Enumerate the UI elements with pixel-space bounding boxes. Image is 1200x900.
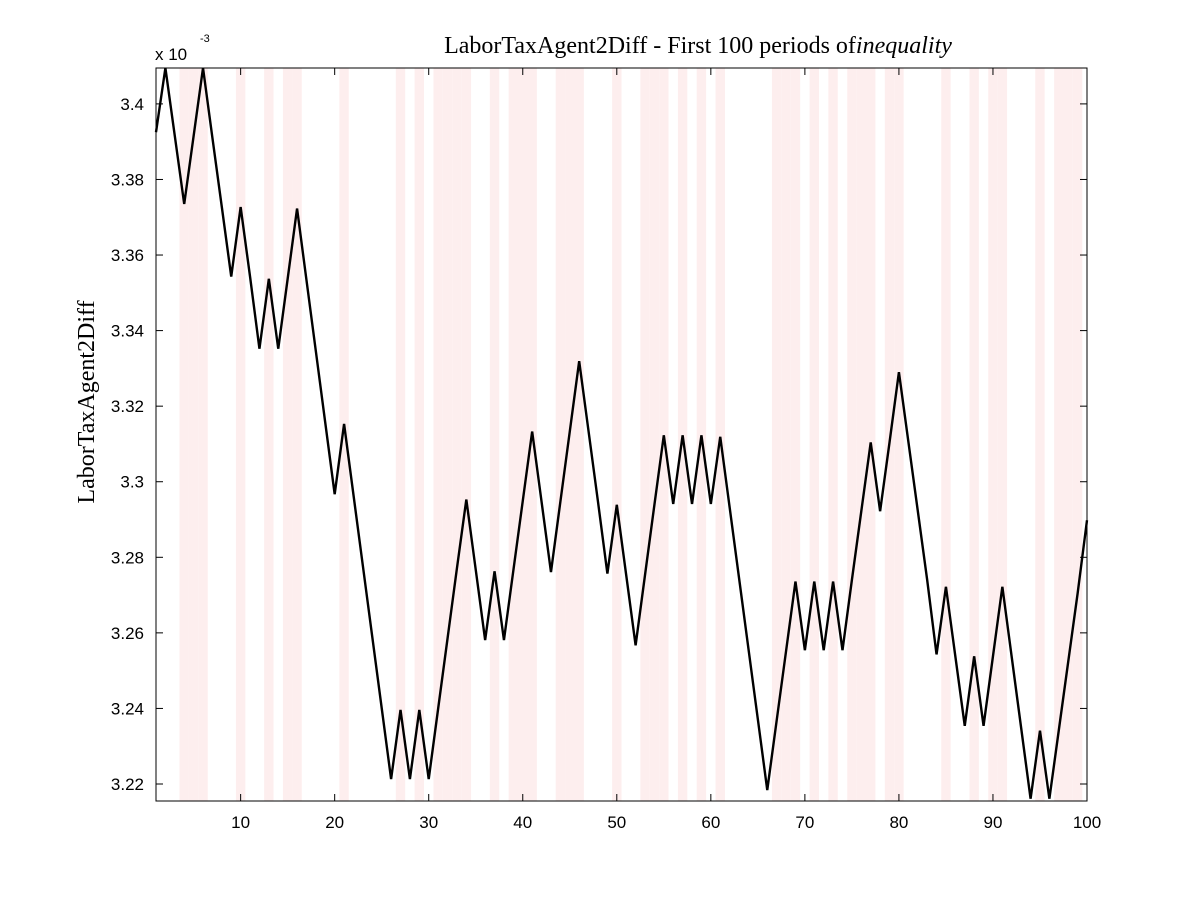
shaded-period-band <box>640 68 650 801</box>
y-multiplier-label: x 10 <box>155 45 187 64</box>
chart-title-main: LaborTaxAgent2Diff - First 100 periods o… <box>444 33 856 59</box>
y-tick-label: 3.4 <box>120 95 144 114</box>
shaded-period-band <box>1035 68 1045 801</box>
shaded-period-band <box>179 68 189 801</box>
x-tick-label: 70 <box>795 813 814 832</box>
shaded-period-band <box>1054 68 1064 801</box>
x-tick-label: 90 <box>983 813 1002 832</box>
shaded-period-band <box>856 68 867 801</box>
y-tick-label: 3.24 <box>111 699 144 718</box>
shaded-period-band <box>264 68 274 801</box>
shaded-period-band <box>659 68 669 801</box>
shaded-period-band <box>282 68 293 801</box>
shaded-period-band <box>461 68 472 801</box>
axis-ticks: 10 20 30 40 50 60 70 80 90 100 3.22 3.24 3.26 3.28 3.3… <box>111 68 1101 832</box>
x-tick-label: 100 <box>1073 813 1101 832</box>
series-line-layer <box>154 67 1089 799</box>
x-tick-label: 50 <box>607 813 626 832</box>
series-line <box>154 67 1089 799</box>
y-tick-label: 3.38 <box>111 170 144 189</box>
y-tick-label: 3.3 <box>120 473 144 492</box>
x-tick-label: 80 <box>889 813 908 832</box>
shaded-period-band <box>414 68 425 801</box>
shaded-period-band <box>969 68 979 801</box>
shaded-period-band <box>941 68 951 801</box>
axes-frame <box>155 67 1088 802</box>
shaded-period-band <box>847 68 857 801</box>
x-tick-label: 40 <box>513 813 532 832</box>
shaded-period-band <box>574 68 584 801</box>
shaded-period-band <box>188 68 199 801</box>
shaded-period-band <box>790 68 801 801</box>
chart-title: LaborTaxAgent2Diff - First 100 periods o… <box>444 33 952 59</box>
shaded-period-band <box>696 68 707 801</box>
y-tick-label: 3.36 <box>111 246 144 265</box>
shaded-period-band <box>518 68 528 801</box>
shaded-period-band <box>894 68 904 801</box>
shaded-period-band <box>649 68 660 801</box>
shaded-period-band <box>452 68 462 801</box>
shaded-period-band <box>433 68 443 801</box>
shaded-period-band <box>339 68 349 801</box>
x-tick-label: 10 <box>231 813 250 832</box>
shaded-period-band <box>442 68 453 801</box>
y-tick-label: 3.32 <box>111 397 144 416</box>
shaded-period-band <box>508 68 519 801</box>
y-tick-label: 3.26 <box>111 624 144 643</box>
shaded-period-band <box>1063 68 1073 801</box>
chart-title-italic: inequality <box>856 33 952 59</box>
shaded-period-band <box>677 68 688 801</box>
shaded-period-band <box>771 68 782 801</box>
shaded-regions <box>179 68 1083 801</box>
shaded-period-band <box>235 68 246 801</box>
shaded-period-band <box>612 68 622 801</box>
shaded-period-band <box>292 68 302 801</box>
y-axis-label: LaborTaxAgent2Diff <box>74 300 100 503</box>
shaded-period-band <box>715 68 725 801</box>
shaded-period-band <box>866 68 876 801</box>
y-multiplier-exponent: -3 <box>200 33 210 45</box>
shaded-period-band <box>395 68 406 801</box>
shaded-period-band <box>988 68 998 801</box>
x-tick-label: 20 <box>325 813 344 832</box>
x-tick-label: 60 <box>701 813 720 832</box>
shaded-period-band <box>809 68 819 801</box>
shaded-period-band <box>1072 68 1083 801</box>
shaded-period-band <box>489 68 500 801</box>
shaded-period-band <box>997 68 1008 801</box>
shaded-period-band <box>828 68 838 801</box>
shaded-period-band <box>198 68 208 801</box>
y-tick-label: 3.22 <box>111 775 144 794</box>
shaded-period-band <box>781 68 791 801</box>
x-tick-label: 30 <box>419 813 438 832</box>
shaded-period-band <box>555 68 566 801</box>
y-tick-label: 3.34 <box>111 322 144 341</box>
y-tick-label: 3.28 <box>111 548 144 567</box>
